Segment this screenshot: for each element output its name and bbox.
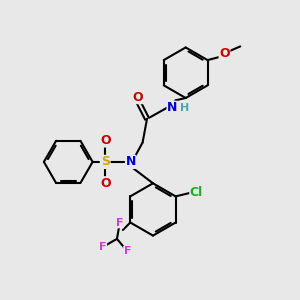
- Text: F: F: [124, 246, 131, 256]
- Text: O: O: [132, 91, 142, 103]
- Text: H: H: [180, 103, 189, 113]
- Text: O: O: [100, 177, 111, 190]
- Text: F: F: [116, 218, 124, 228]
- Text: S: S: [101, 155, 110, 168]
- Text: O: O: [219, 47, 230, 60]
- Text: F: F: [99, 242, 106, 252]
- Text: O: O: [100, 134, 111, 147]
- Text: Cl: Cl: [190, 186, 203, 199]
- Text: N: N: [167, 101, 178, 114]
- Text: N: N: [125, 155, 136, 168]
